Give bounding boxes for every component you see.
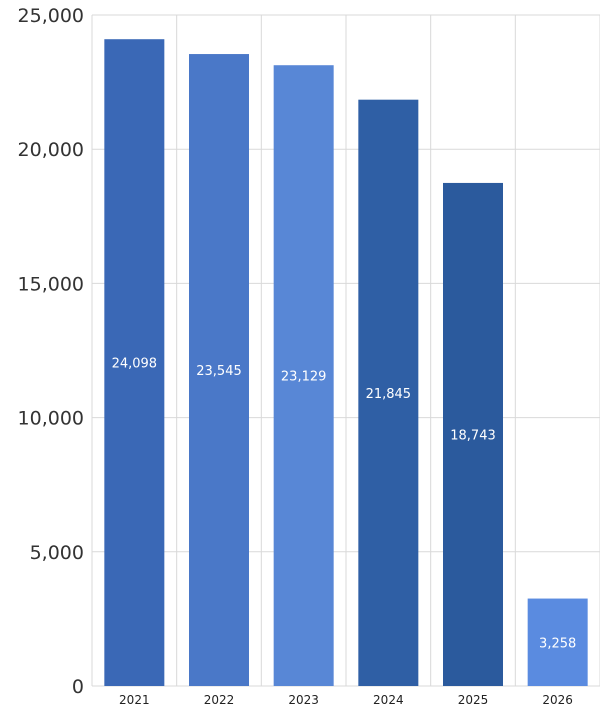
bar-2021 xyxy=(104,39,165,687)
data-label: 23,129 xyxy=(281,370,327,385)
data-labels: 24,098 23,545 23,129 21,845 18,743 3,258 xyxy=(112,357,577,652)
x-tick-label: 2021 xyxy=(119,693,150,707)
x-tick-label: 2023 xyxy=(288,693,319,707)
x-tick-label: 2024 xyxy=(373,693,404,707)
bars xyxy=(104,39,588,687)
bar-2026 xyxy=(527,598,588,686)
data-label: 21,845 xyxy=(366,387,412,402)
grid xyxy=(91,14,600,687)
x-tick-label: 2025 xyxy=(458,693,489,707)
y-tick-label: 15,000 xyxy=(18,273,84,295)
bar-2023 xyxy=(273,65,334,686)
y-axis: 0 5,000 10,000 15,000 20,000 25,000 xyxy=(18,5,84,698)
x-tick-label: 2026 xyxy=(542,693,573,707)
data-label: 23,545 xyxy=(196,364,242,379)
x-tick-label: 2022 xyxy=(204,693,235,707)
data-label: 18,743 xyxy=(450,428,496,443)
y-tick-label: 5,000 xyxy=(30,542,84,564)
bar-2022 xyxy=(189,54,249,687)
y-tick-label: 0 xyxy=(72,676,84,698)
bar-2025 xyxy=(443,182,503,687)
data-label: 3,258 xyxy=(539,636,576,651)
y-tick-label: 25,000 xyxy=(18,5,84,27)
bar-2024 xyxy=(358,99,419,687)
data-label: 24,098 xyxy=(112,357,158,372)
x-axis: 2021 2022 2023 2024 2025 2026 xyxy=(119,693,573,707)
y-tick-label: 10,000 xyxy=(18,408,84,430)
y-tick-label: 20,000 xyxy=(18,139,84,161)
